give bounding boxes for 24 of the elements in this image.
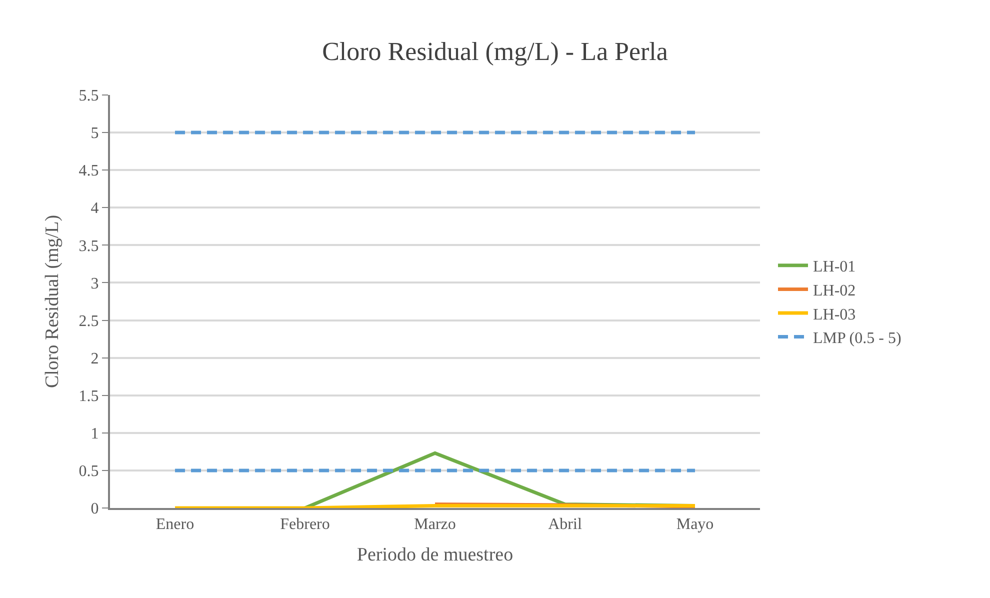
x-tick-label: Mayo <box>676 516 714 534</box>
y-tick-label: 2 <box>90 350 99 368</box>
y-axis-title: Cloro Residual (mg/L) <box>42 214 64 388</box>
legend-label: LH-01 <box>813 258 856 276</box>
y-tick-label: 1 <box>90 426 99 443</box>
y-tick-label: 5 <box>90 125 99 142</box>
y-tick-label: 3 <box>90 275 99 292</box>
x-tick-label: Marzo <box>414 516 456 534</box>
legend-label: LH-03 <box>813 306 856 324</box>
x-tick-label: Enero <box>156 516 194 534</box>
legend-label: LH-02 <box>813 282 856 300</box>
x-tick-label: Febrero <box>280 516 330 534</box>
y-tick-label: 1.5 <box>78 388 99 405</box>
y-tick-label: 4.5 <box>78 162 99 180</box>
x-tick-label: Abril <box>548 516 582 534</box>
chart-title: Cloro Residual (mg/L) - La Perla <box>322 37 668 66</box>
legend-label: LMP (0.5 - 5) <box>813 330 902 348</box>
x-axis-title: Periodo de muestreo <box>356 544 514 566</box>
y-tick-label: 0 <box>90 500 99 518</box>
y-tick-label: 0.5 <box>78 463 99 480</box>
y-tick-label: 3.5 <box>78 238 99 255</box>
y-tick-label: 5.5 <box>78 88 99 105</box>
y-tick-label: 4 <box>90 200 99 218</box>
y-tick-label: 2.5 <box>78 312 99 330</box>
